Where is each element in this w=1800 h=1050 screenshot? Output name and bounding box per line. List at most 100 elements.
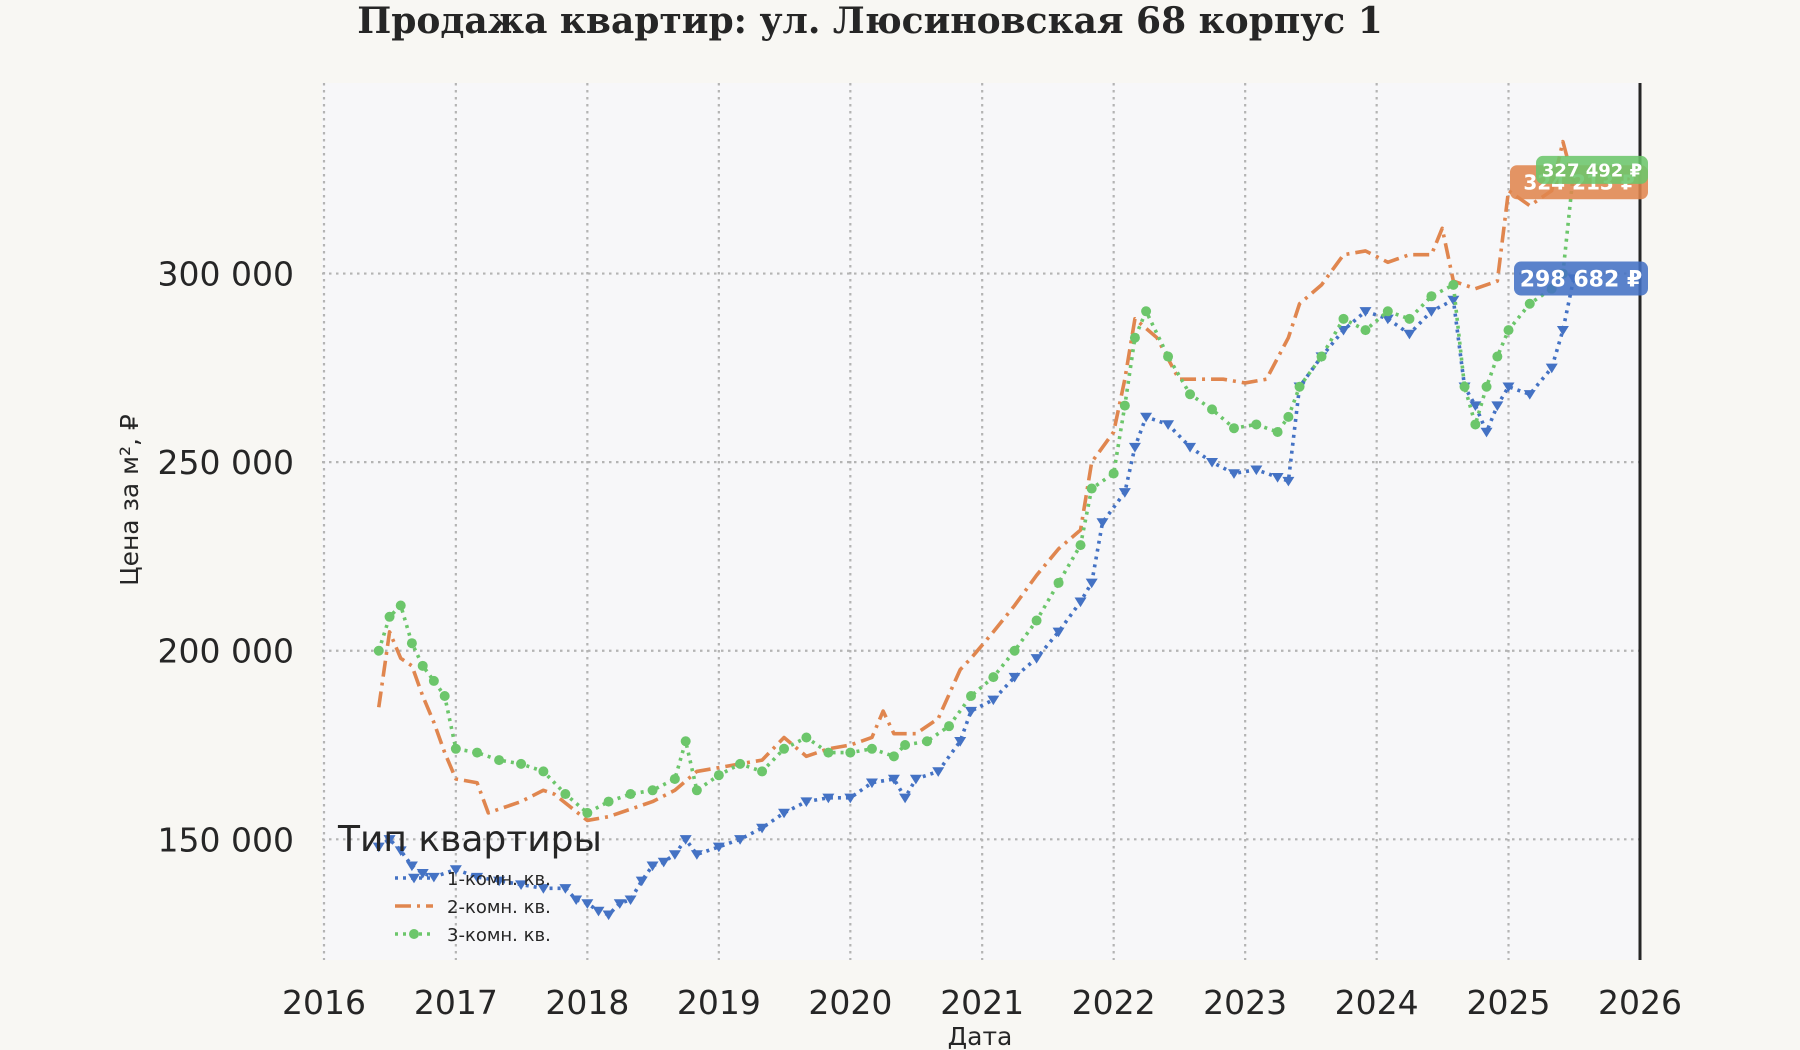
legend-entry-2: 2-комн. кв. bbox=[447, 897, 551, 918]
series-3-point-6 bbox=[439, 690, 450, 701]
series-3-point-61 bbox=[1492, 351, 1503, 362]
plot-area bbox=[322, 83, 1640, 960]
series-3-point-11 bbox=[538, 766, 549, 777]
series-3-point-17 bbox=[669, 773, 680, 784]
series-3-point-37 bbox=[1075, 540, 1086, 551]
series-3-point-55 bbox=[1404, 313, 1415, 324]
y-tick-label-250000: 250 000 bbox=[158, 443, 294, 482]
series-1-point-5 bbox=[427, 872, 440, 883]
series-1-point-54 bbox=[1282, 476, 1295, 487]
series-1-point-51 bbox=[1227, 469, 1240, 479]
series-1-point-57 bbox=[1337, 325, 1350, 336]
series-1-point-70 bbox=[1556, 325, 1569, 336]
series-3-point-8 bbox=[472, 747, 483, 758]
series-1-point-68 bbox=[1523, 390, 1536, 400]
series-1-point-17 bbox=[624, 895, 637, 906]
series-layer bbox=[372, 139, 1580, 921]
series-3-point-19 bbox=[691, 785, 702, 796]
x-tick-label-2018: 2018 bbox=[545, 983, 629, 1022]
series-1-point-53 bbox=[1271, 473, 1284, 483]
legend-entry-3: 3-комн. кв. bbox=[447, 925, 551, 946]
series-1-point-43 bbox=[1085, 578, 1098, 589]
x-tick-label-2021: 2021 bbox=[940, 983, 1024, 1022]
x-axis-label: Дата bbox=[948, 1022, 1013, 1050]
series-3-point-16 bbox=[647, 785, 658, 796]
series-3-point-12 bbox=[560, 789, 571, 800]
series-1-point-24 bbox=[712, 842, 725, 853]
legend-handle-1 bbox=[395, 873, 433, 884]
grid bbox=[322, 83, 1642, 960]
x-tick-label-2026: 2026 bbox=[1598, 983, 1682, 1022]
series-1-point-1 bbox=[383, 835, 396, 845]
series-1-point-33 bbox=[899, 793, 912, 804]
series-1-point-65 bbox=[1480, 427, 1493, 438]
series-3-point-62 bbox=[1503, 325, 1514, 336]
series-1-line bbox=[377, 278, 1576, 917]
series-3-point-26 bbox=[845, 747, 856, 758]
series-1-point-64 bbox=[1469, 401, 1482, 411]
series-3-point-18 bbox=[680, 736, 691, 747]
y-tick-label-300000: 300 000 bbox=[158, 255, 294, 294]
badge-value-3: 327 492 ₽ bbox=[1542, 160, 1642, 181]
series-1-point-38 bbox=[987, 695, 1000, 706]
series-3-point-5 bbox=[428, 675, 439, 686]
series-1-point-48 bbox=[1162, 420, 1175, 430]
chart-title: Продажа квартир: ул. Люсиновская 68 корп… bbox=[357, 0, 1383, 42]
series-1-point-28 bbox=[800, 797, 813, 807]
series-1-point-42 bbox=[1074, 597, 1087, 608]
series-3-point-22 bbox=[757, 766, 768, 777]
series-3-point-47 bbox=[1251, 419, 1262, 430]
series-1-point-49 bbox=[1184, 442, 1197, 453]
legend-entry-1: 1-комн. кв. bbox=[447, 869, 551, 890]
series-3-point-59 bbox=[1470, 419, 1481, 430]
series-1-point-50 bbox=[1206, 457, 1219, 468]
series-3-point-28 bbox=[888, 751, 899, 762]
series-1-point-47 bbox=[1140, 412, 1153, 423]
series-1-point-46 bbox=[1128, 442, 1141, 453]
x-tick-label-2022: 2022 bbox=[1072, 983, 1156, 1022]
series-1-point-18 bbox=[635, 876, 648, 887]
series-3-point-42 bbox=[1141, 306, 1152, 317]
series-1-point-21 bbox=[668, 850, 681, 860]
series-3-point-29 bbox=[900, 740, 911, 751]
legend: Тип квартиры 1-комн. кв. 2-комн. кв. 3-к… bbox=[337, 819, 602, 946]
series-3-point-57 bbox=[1448, 279, 1459, 290]
series-1-point-15 bbox=[602, 910, 615, 921]
series-3-point-13 bbox=[582, 807, 593, 818]
series-1-point-37 bbox=[965, 706, 978, 717]
series-3-point-4 bbox=[417, 660, 428, 671]
series-1-point-30 bbox=[844, 793, 857, 804]
series-3-point-51 bbox=[1316, 351, 1327, 362]
series-1-point-14 bbox=[592, 906, 605, 917]
x-tick-label-2017: 2017 bbox=[414, 983, 498, 1022]
series-1-point-66 bbox=[1491, 401, 1504, 411]
series-2 bbox=[376, 139, 1576, 823]
series-3-point-0 bbox=[373, 645, 384, 656]
x-tick-label-2019: 2019 bbox=[677, 983, 761, 1022]
series-3-point-38 bbox=[1086, 483, 1097, 494]
x-tick-label-2016: 2016 bbox=[282, 983, 366, 1022]
series-3-point-25 bbox=[823, 747, 834, 758]
series-3-point-27 bbox=[866, 743, 877, 754]
series-1-point-60 bbox=[1403, 329, 1416, 340]
series-3-point-15 bbox=[625, 789, 636, 800]
y-axis-label: Цена за м², ₽ bbox=[115, 414, 144, 586]
series-1-point-34 bbox=[909, 774, 922, 785]
series-3-point-14 bbox=[603, 796, 614, 807]
series-3-point-41 bbox=[1129, 332, 1140, 343]
series-3-point-46 bbox=[1228, 423, 1239, 434]
series-1-point-45 bbox=[1118, 488, 1131, 498]
series-1-point-22 bbox=[679, 835, 692, 845]
series-3-point-63 bbox=[1524, 298, 1535, 309]
series-1-point-0 bbox=[372, 842, 385, 853]
series-1-point-61 bbox=[1425, 307, 1438, 317]
series-1-point-7 bbox=[471, 872, 484, 883]
series-3 bbox=[373, 164, 1579, 818]
series-3-point-21 bbox=[735, 758, 746, 769]
series-3-point-44 bbox=[1185, 389, 1196, 400]
series-1-point-9 bbox=[515, 880, 528, 890]
series-3-point-35 bbox=[1031, 615, 1042, 626]
series-1-point-11 bbox=[559, 884, 572, 894]
series-1-point-59 bbox=[1381, 314, 1394, 325]
series-3-point-7 bbox=[450, 743, 461, 754]
